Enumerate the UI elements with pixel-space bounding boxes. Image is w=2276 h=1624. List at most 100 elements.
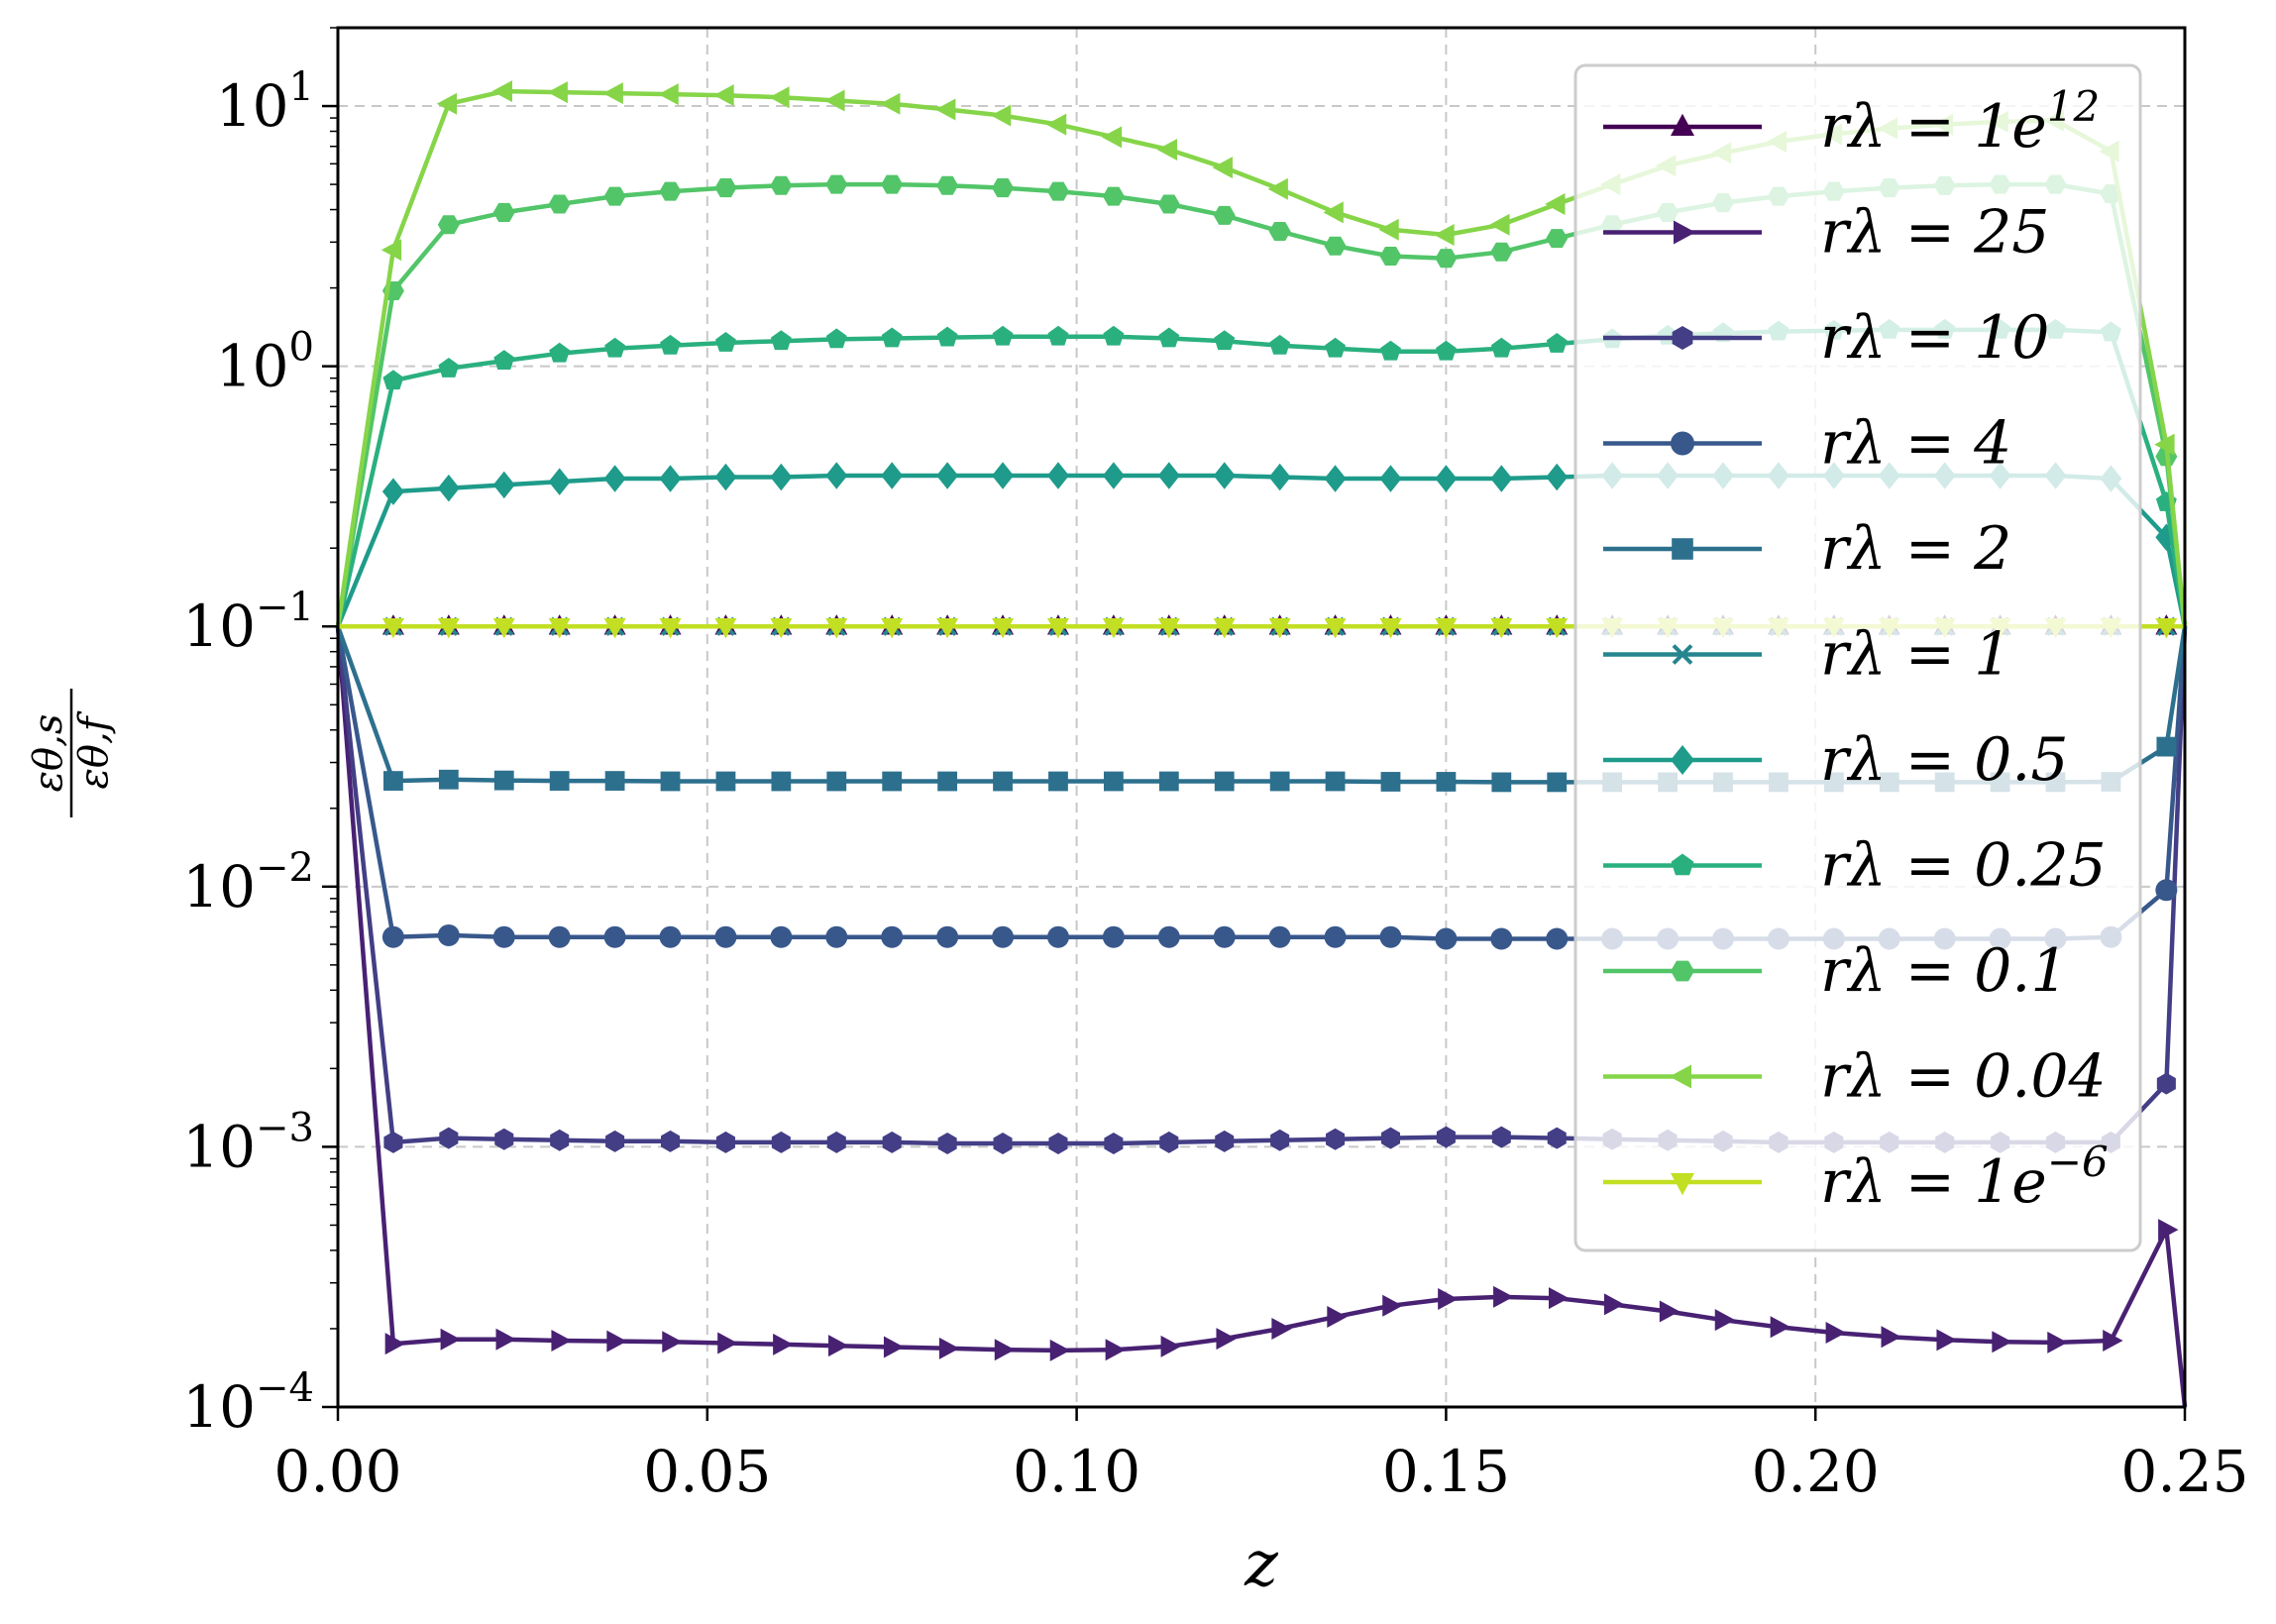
data-point: [604, 771, 625, 791]
data-point: [1159, 1131, 1179, 1153]
legend-label: rλ = 1e−6: [1820, 1137, 2109, 1217]
data-point: [1379, 465, 1402, 492]
data-point: [495, 1328, 516, 1351]
data-point: [771, 1131, 791, 1153]
data-point: [1936, 1329, 1957, 1352]
x-tick-label: 0.25: [2120, 1438, 2248, 1505]
data-point: [1158, 771, 1179, 792]
data-point: [1270, 1129, 1290, 1151]
data-point: [1048, 771, 1068, 792]
data-point: [714, 332, 736, 352]
data-point: [936, 617, 959, 639]
data-point: [383, 1131, 403, 1153]
data-point: [1212, 157, 1233, 179]
data-point: [438, 357, 460, 378]
data-point: [1324, 465, 1347, 492]
data-point: [713, 84, 734, 107]
legend-marker: [1671, 853, 1694, 876]
data-point: [1603, 1293, 1625, 1316]
data-point: [603, 465, 626, 492]
data-point: [936, 925, 959, 948]
legend-marker: [1674, 220, 1696, 245]
data-point: [715, 1131, 735, 1153]
data-point: [1490, 927, 1513, 950]
x-tick-label: 0.10: [1013, 1438, 1140, 1505]
legend-entry: rλ = 0.25: [1603, 831, 2107, 901]
data-point: [2154, 433, 2175, 456]
legend-marker: [1671, 1173, 1694, 1196]
data-point: [1382, 1294, 1403, 1317]
legend-marker: [1671, 960, 1694, 982]
data-point: [1435, 617, 1458, 639]
data-point: [994, 1339, 1016, 1361]
data-point: [1268, 221, 1291, 242]
data-point: [828, 1335, 849, 1357]
y-axis-label-denominator: εθ,f: [71, 710, 117, 789]
data-point: [549, 342, 571, 363]
data-point: [1156, 139, 1178, 162]
data-point: [1104, 1133, 1124, 1155]
legend-entry: rλ = 0.04: [1603, 1042, 2107, 1112]
data-point: [1045, 113, 1067, 136]
data-point: [1546, 927, 1569, 950]
data-point: [1546, 332, 1568, 353]
data-point: [547, 81, 568, 104]
data-point: [659, 925, 682, 948]
data-point: [1102, 925, 1125, 948]
data-point: [1547, 1127, 1567, 1149]
data-point: [1546, 617, 1569, 639]
data-point: [825, 462, 848, 489]
data-point: [770, 925, 793, 948]
data-point: [1490, 465, 1513, 492]
x-axis-label: z: [1244, 1528, 1279, 1601]
data-point: [1157, 925, 1180, 948]
data-point: [1324, 236, 1347, 256]
data-point: [882, 1131, 902, 1153]
legend-entry: rλ = 0.1: [1603, 936, 2069, 1006]
data-point: [1435, 927, 1458, 950]
data-point: [1268, 463, 1291, 491]
data-point: [992, 325, 1014, 346]
data-point: [1324, 925, 1347, 948]
data-point: [603, 186, 626, 206]
legend-marker: [1672, 326, 1693, 350]
data-point: [2155, 617, 2178, 639]
data-point: [1489, 213, 1510, 236]
data-point: [1379, 617, 1402, 639]
data-point: [659, 617, 682, 639]
data-point: [1158, 327, 1180, 348]
legend-label: rλ = 1e12: [1820, 82, 2100, 162]
data-point: [2155, 879, 2178, 902]
data-point: [549, 771, 570, 791]
series-1: [335, 626, 2188, 1408]
legend-entry: rλ = 2: [1603, 514, 2011, 584]
data-point: [1380, 1127, 1401, 1149]
data-point: [492, 925, 515, 948]
data-point: [770, 463, 793, 491]
legend-marker: [1671, 431, 1694, 456]
data-point: [936, 462, 959, 489]
data-point: [1379, 246, 1402, 267]
data-point: [1326, 1128, 1346, 1150]
data-point: [1213, 462, 1236, 489]
data-point: [437, 474, 460, 502]
data-point: [825, 925, 848, 948]
data-point: [1103, 325, 1125, 346]
legend-marker: [1672, 644, 1693, 665]
data-point: [826, 1131, 846, 1153]
data-point: [1105, 1339, 1126, 1361]
data-point: [1048, 1133, 1068, 1155]
data-point: [493, 770, 514, 791]
data-point: [1435, 465, 1458, 492]
data-point: [1102, 462, 1125, 489]
data-point: [660, 771, 681, 792]
data-point: [992, 617, 1015, 639]
data-point: [1546, 463, 1569, 491]
data-point: [1992, 1331, 2012, 1353]
data-point: [1490, 617, 1513, 639]
data-point: [550, 1129, 570, 1151]
data-point: [1435, 249, 1458, 269]
data-point: [993, 771, 1013, 792]
y-tick-label: 10−4: [182, 1365, 314, 1441]
